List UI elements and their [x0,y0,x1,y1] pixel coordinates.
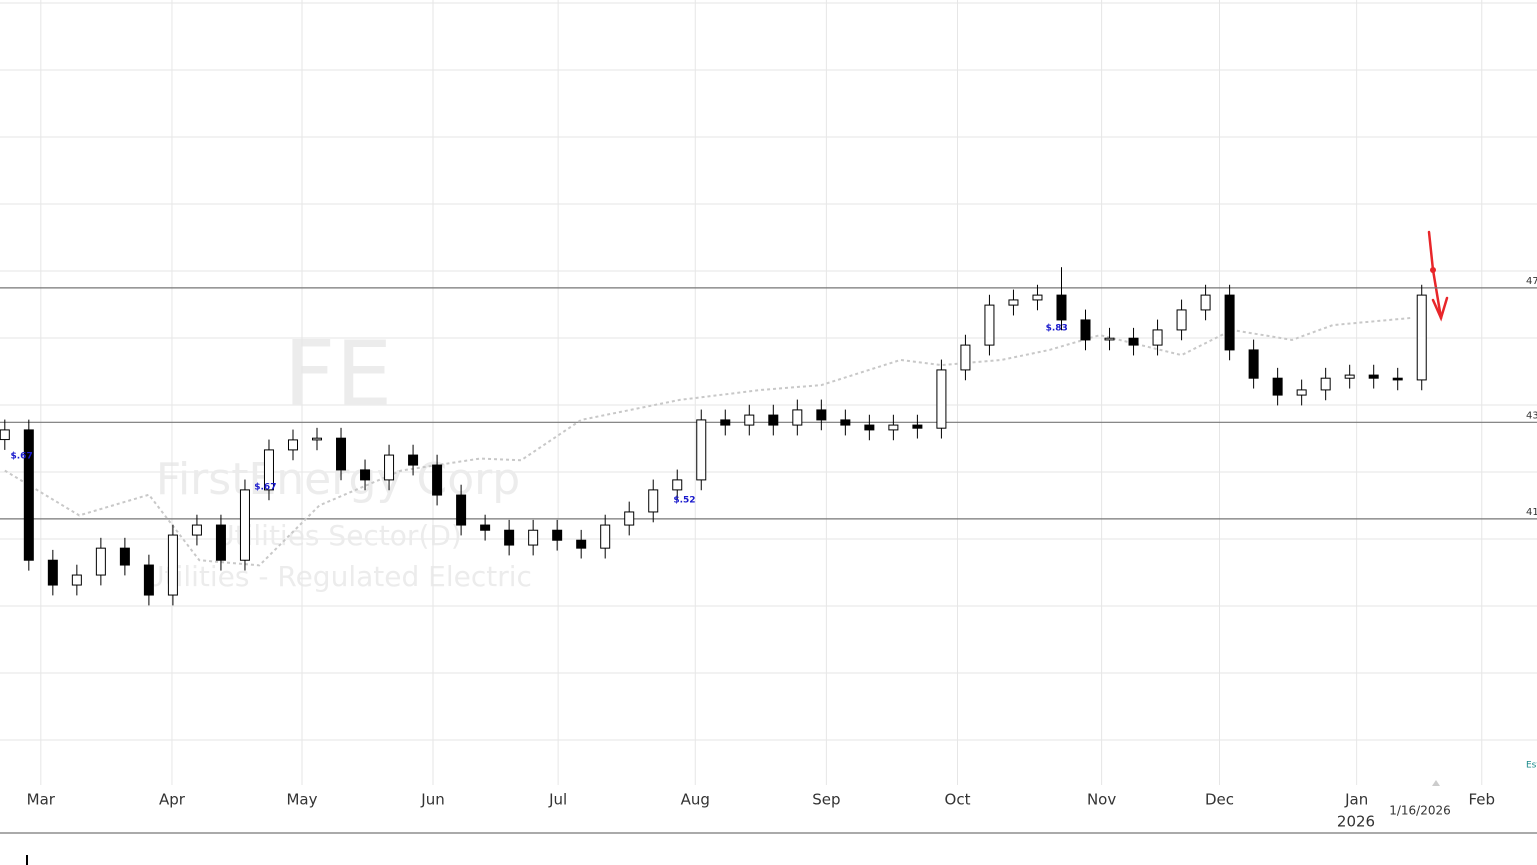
x-tick-label: Mar [27,791,56,809]
candle-body [1032,294,1043,301]
candle-body [816,409,827,421]
candle-body [744,414,755,426]
candle-body [336,437,347,471]
horizontal-grid [0,2,1537,741]
candle-body [47,559,58,586]
dividend-label: $.67 [11,452,33,462]
candle-body [528,529,539,546]
candle-body [576,539,587,549]
x-tick-label: Jan [1344,791,1368,809]
reference-label: 43 [1526,410,1537,421]
candle-body [1152,329,1163,346]
candle-body [95,547,106,576]
dividend-label: $.67 [254,483,276,493]
candle-body [1368,374,1379,379]
candle-body [1272,377,1283,396]
dividend-label: $.52 [673,495,695,505]
candle-body [167,534,178,596]
candle-body [1104,337,1115,341]
candle-body [1176,309,1187,331]
candle-body [1056,294,1067,321]
watermark-symbol: FE [284,322,393,427]
candle-body [1008,299,1019,306]
date-marker [1432,780,1440,786]
candle-body [864,424,875,431]
corner-label: Est [1526,761,1537,771]
candle-body [888,424,899,431]
candle-body [360,469,371,481]
candle-body [143,564,154,596]
candle-body [432,464,443,496]
x-tick-label: Sep [812,791,840,809]
candle-body [312,437,323,441]
candle-body [1392,377,1403,381]
candle-body [912,424,923,429]
candle-body [239,489,250,561]
candle-body [456,494,467,526]
x-tick-label: Jul [548,791,567,809]
candle-body [600,524,611,549]
candle-body [1200,294,1211,311]
candle-body [119,547,130,566]
candle-body [1344,374,1355,379]
candle-body [984,304,995,346]
candle-body [23,429,34,561]
current-date: 1/16/2026 [1389,804,1451,818]
candle-body [768,414,779,426]
candle-body [552,529,563,541]
annotation-arrow [1427,230,1449,322]
year-label: 2026 [1337,813,1375,831]
candle-body [840,419,851,426]
x-tick-label: Feb [1468,791,1495,809]
candle-body [480,524,491,531]
x-tick-label: Aug [681,791,710,809]
candle-body [408,454,419,466]
candle-body [1416,294,1427,381]
candle-body [696,419,707,481]
candle-body [263,449,274,491]
candle-body [0,429,10,441]
watermark-sector: Utilities Sector(D) [214,519,462,552]
x-tick-label: Apr [159,791,186,809]
candle-body [1224,294,1235,351]
candle-body [624,511,635,526]
candle-body [1128,337,1139,346]
candle-body [504,529,515,546]
candle-body [720,419,731,426]
x-tick-label: May [286,791,317,809]
candle-body [287,439,298,451]
candle-body [648,489,659,513]
candle-body [936,369,947,429]
candle-body [1320,377,1331,391]
candle-body [384,454,395,481]
dividend-label: $.83 [1046,324,1068,334]
overlay-line [4,316,1413,567]
x-tick-label: Oct [945,791,971,809]
candle-body [1296,389,1307,396]
x-tick-label: Jun [420,791,444,809]
reference-label: 41 [1526,507,1537,518]
candle-body [215,524,226,561]
watermark-industry: Utilities - Regulated Electric [144,560,532,593]
candle-body [191,524,202,536]
candle-body [71,574,82,586]
candle-body [1080,319,1091,341]
x-tick-label: Nov [1087,791,1116,809]
candle-body [672,479,683,491]
candle-body [792,409,803,426]
candle-body [1248,349,1259,379]
candle-body [960,344,971,371]
x-tick-label: Dec [1205,791,1234,809]
reference-label: 47 [1526,276,1537,287]
